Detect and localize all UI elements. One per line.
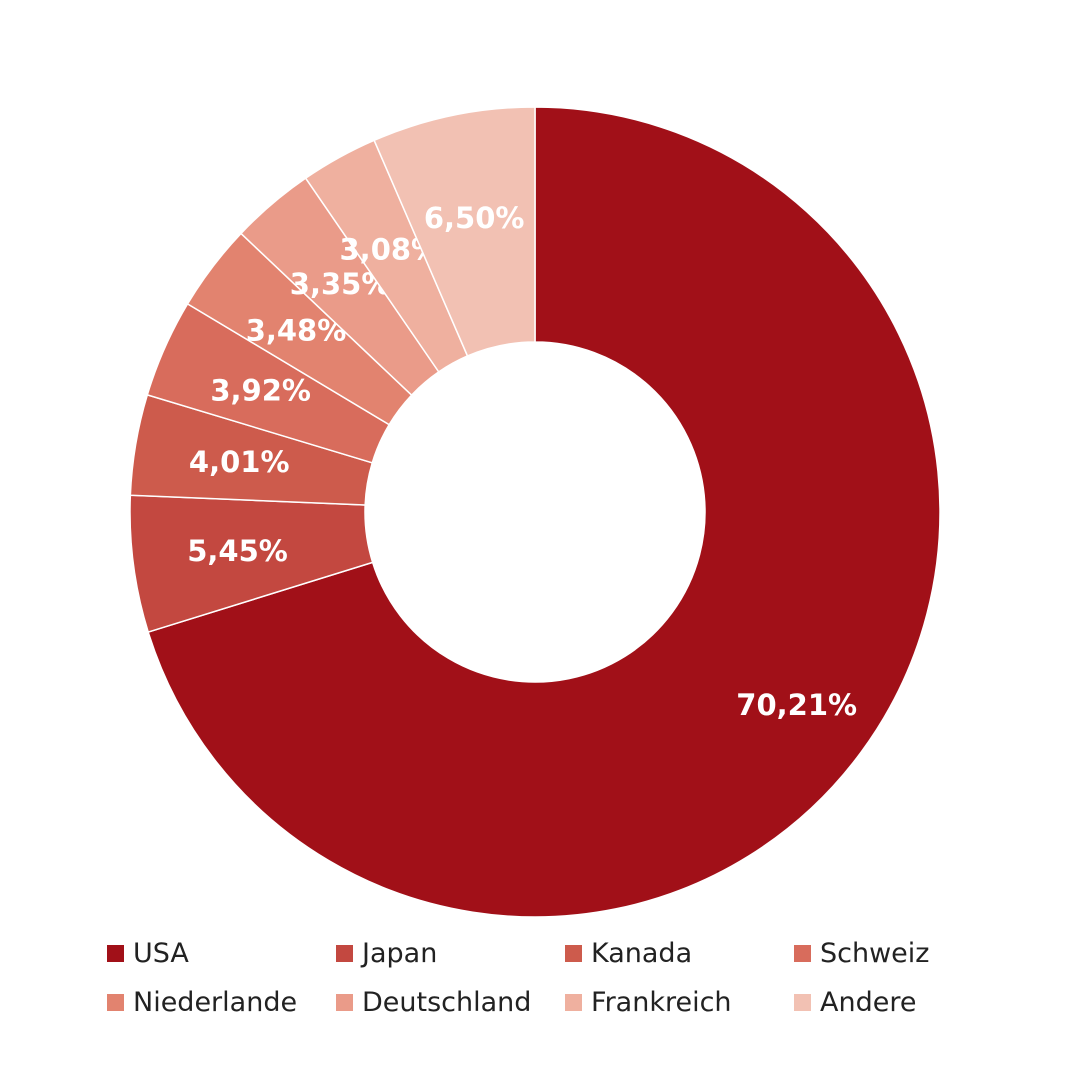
legend-item-usa: USA (107, 936, 336, 970)
legend-swatch (565, 993, 582, 1011)
legend-swatch (336, 944, 353, 962)
legend-label: Andere (820, 986, 917, 1018)
legend-item-deutschland: Deutschland (336, 985, 565, 1019)
slice-andere (373, 106, 536, 357)
legend-swatch (565, 944, 582, 962)
slice-label-niederlande: 3,48% (246, 314, 347, 348)
legend-item-japan: Japan (336, 936, 565, 970)
legend-label: Niederlande (133, 986, 298, 1018)
legend-swatch (107, 993, 124, 1011)
legend-swatch (107, 944, 124, 962)
slice-label-usa: 70,21% (736, 688, 857, 722)
legend-swatch (794, 993, 811, 1011)
legend-item-frankreich: Frankreich (565, 985, 794, 1019)
donut-chart: 70,21%5,45%4,01%3,92%3,48%3,35%3,08%6,50… (129, 106, 941, 918)
legend-swatch (794, 944, 811, 962)
legend-label: USA (133, 937, 189, 969)
slice-label-japan: 5,45% (187, 534, 288, 568)
legend-item-schweiz: Schweiz (794, 936, 1023, 970)
legend-label: Frankreich (591, 986, 732, 1018)
slice-label-schweiz: 3,92% (210, 374, 311, 408)
legend-swatch (336, 993, 353, 1011)
slice-usa (147, 106, 941, 918)
legend-label: Deutschland (362, 986, 532, 1018)
slice-label-kanada: 4,01% (189, 445, 290, 479)
legend-item-kanada: Kanada (565, 936, 794, 970)
slice-label-andere: 6,50% (424, 201, 525, 235)
legend-label: Japan (362, 937, 438, 969)
legend-item-niederlande: Niederlande (107, 985, 336, 1019)
legend: USA Japan Kanada Schweiz Niederlande Deu… (107, 936, 1037, 1019)
legend-item-andere: Andere (794, 985, 1023, 1019)
legend-label: Kanada (591, 937, 693, 969)
legend-label: Schweiz (820, 937, 930, 969)
